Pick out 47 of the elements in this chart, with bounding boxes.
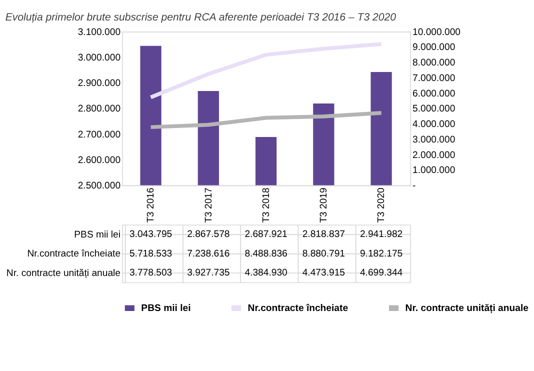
y2-tick-label: 7.000.000 bbox=[412, 72, 456, 84]
y2-tick-label: 8.000.000 bbox=[412, 58, 456, 69]
line-series bbox=[148, 111, 384, 130]
data-label: 2.867.578 bbox=[187, 229, 230, 240]
text: PBS mii lei bbox=[74, 230, 121, 241]
y2-tick-label: - bbox=[412, 180, 416, 192]
data-label: 5.718.533 bbox=[129, 248, 172, 260]
x-tick-label: T3 2019 bbox=[318, 188, 330, 223]
y2-tick-label: 1.000.000 bbox=[412, 165, 456, 176]
text: Nr.contracte încheiate bbox=[27, 248, 121, 260]
y-tick-label: 2.900.000 bbox=[78, 78, 121, 90]
data-label: 3.778.503 bbox=[129, 267, 172, 278]
y2-tick-label: 2.000.000 bbox=[412, 150, 456, 161]
y2-tick-label: 3.000.000 bbox=[412, 134, 456, 146]
chart-title: Evoluția primelor brute subscrise pentru RCA aferente perioadei T3 2016 – T3 2020 bbox=[5, 11, 396, 24]
data-label: 4.473.915 bbox=[302, 267, 346, 278]
legend-label: PBS mii lei bbox=[141, 303, 191, 314]
y2-tick-label: 5.000.000 bbox=[412, 104, 456, 115]
text: Nr. contracte unități anuale bbox=[6, 268, 121, 279]
data-label: 3.927.735 bbox=[187, 267, 230, 278]
data-label: 2.941.982 bbox=[360, 229, 403, 240]
data-label: 3.043.795 bbox=[129, 229, 172, 240]
legend-label: Nr. contracte unități anuale bbox=[405, 303, 528, 314]
data-label: 9.182.175 bbox=[360, 248, 403, 260]
data-label: 2.818.837 bbox=[302, 229, 346, 240]
data-label: 4.699.344 bbox=[360, 267, 404, 278]
data-label: 8.488.836 bbox=[244, 248, 288, 260]
y-tick-label: 2.600.000 bbox=[78, 154, 121, 166]
y-tick-label: 2.800.000 bbox=[78, 104, 121, 115]
y-tick-label: 2.700.000 bbox=[78, 129, 121, 140]
data-label: 8.880.791 bbox=[302, 248, 346, 260]
y2-tick-label: 10.000.000 bbox=[412, 26, 461, 38]
y2-tick-label: 6.000.000 bbox=[412, 88, 456, 100]
data-label: 7.238.616 bbox=[187, 248, 230, 260]
legend-label: Nr.contracte încheiate bbox=[248, 303, 348, 314]
line-series bbox=[148, 42, 384, 100]
y-tick-label: 3.100.000 bbox=[78, 26, 121, 38]
y-tick-label: 2.500.000 bbox=[78, 180, 121, 192]
data-label: 2.687.921 bbox=[244, 229, 288, 240]
y2-tick-label: 4.000.000 bbox=[412, 119, 456, 130]
x-tick-label: T3 2017 bbox=[203, 188, 214, 223]
x-tick-label: T3 2016 bbox=[146, 188, 157, 223]
x-tick-label: T3 2018 bbox=[260, 188, 272, 223]
y2-tick-label: 9.000.000 bbox=[412, 42, 456, 54]
y-tick-label: 3.000.000 bbox=[78, 52, 121, 64]
x-tick-label: T3 2020 bbox=[376, 188, 388, 223]
data-label: 4.384.930 bbox=[244, 267, 288, 278]
